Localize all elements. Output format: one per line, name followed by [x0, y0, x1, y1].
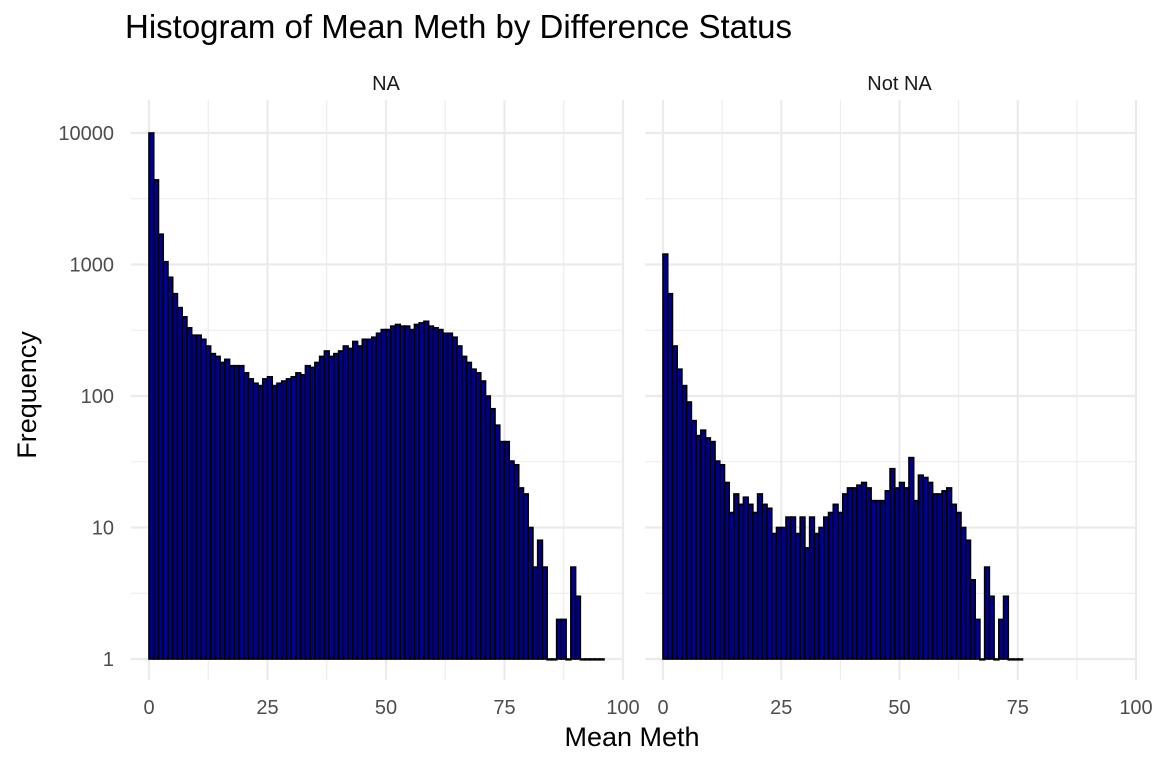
facet-panel-na: 0 25 50 75 100 NA: [131, 73, 640, 719]
y-axis-tick-labels: 1 10 100 1000 10000: [58, 123, 114, 671]
y-tick-label: 10000: [58, 123, 114, 145]
facet-panel-not-na: 0 25 50 75 100 Not NA: [645, 73, 1152, 719]
y-tick-label: 10: [92, 518, 114, 540]
panel-xticks-na: 0 25 50 75 100: [143, 697, 639, 719]
y-axis-title: Frequency: [12, 331, 42, 459]
x-tick-label: 50: [888, 697, 910, 719]
x-tick-label: 50: [375, 697, 397, 719]
histogram-bar: [988, 595, 995, 660]
y-tick-label: 100: [81, 386, 114, 408]
histogram-bar: [598, 658, 605, 661]
histogram-bar: [541, 566, 548, 660]
histogram-bar: [574, 595, 582, 660]
facet-strip-label-not-na: Not NA: [867, 73, 932, 95]
y-tick-label: 1000: [70, 255, 115, 277]
x-tick-label: 75: [1007, 697, 1029, 719]
chart-title: Histogram of Mean Meth by Difference Sta…: [125, 8, 792, 45]
x-tick-label: 100: [1119, 697, 1152, 719]
x-tick-label: 75: [493, 697, 515, 719]
histogram-bar: [560, 618, 567, 660]
histogram-bar: [1002, 595, 1010, 660]
x-tick-label: 0: [657, 697, 668, 719]
facet-strip-label-na: NA: [372, 73, 400, 95]
x-tick-label: 25: [256, 697, 278, 719]
x-tick-label: 100: [606, 697, 639, 719]
panel-bars-na: [148, 132, 605, 661]
x-tick-label: 0: [143, 697, 154, 719]
panel-bars-not-na: [662, 253, 1024, 661]
histogram-bar: [974, 618, 981, 660]
histogram-bar: [1016, 658, 1024, 661]
x-axis-title: Mean Meth: [564, 722, 699, 752]
y-tick-label: 1: [103, 649, 114, 671]
x-tick-label: 25: [770, 697, 792, 719]
panel-xticks-not-na: 0 25 50 75 100: [657, 697, 1152, 719]
